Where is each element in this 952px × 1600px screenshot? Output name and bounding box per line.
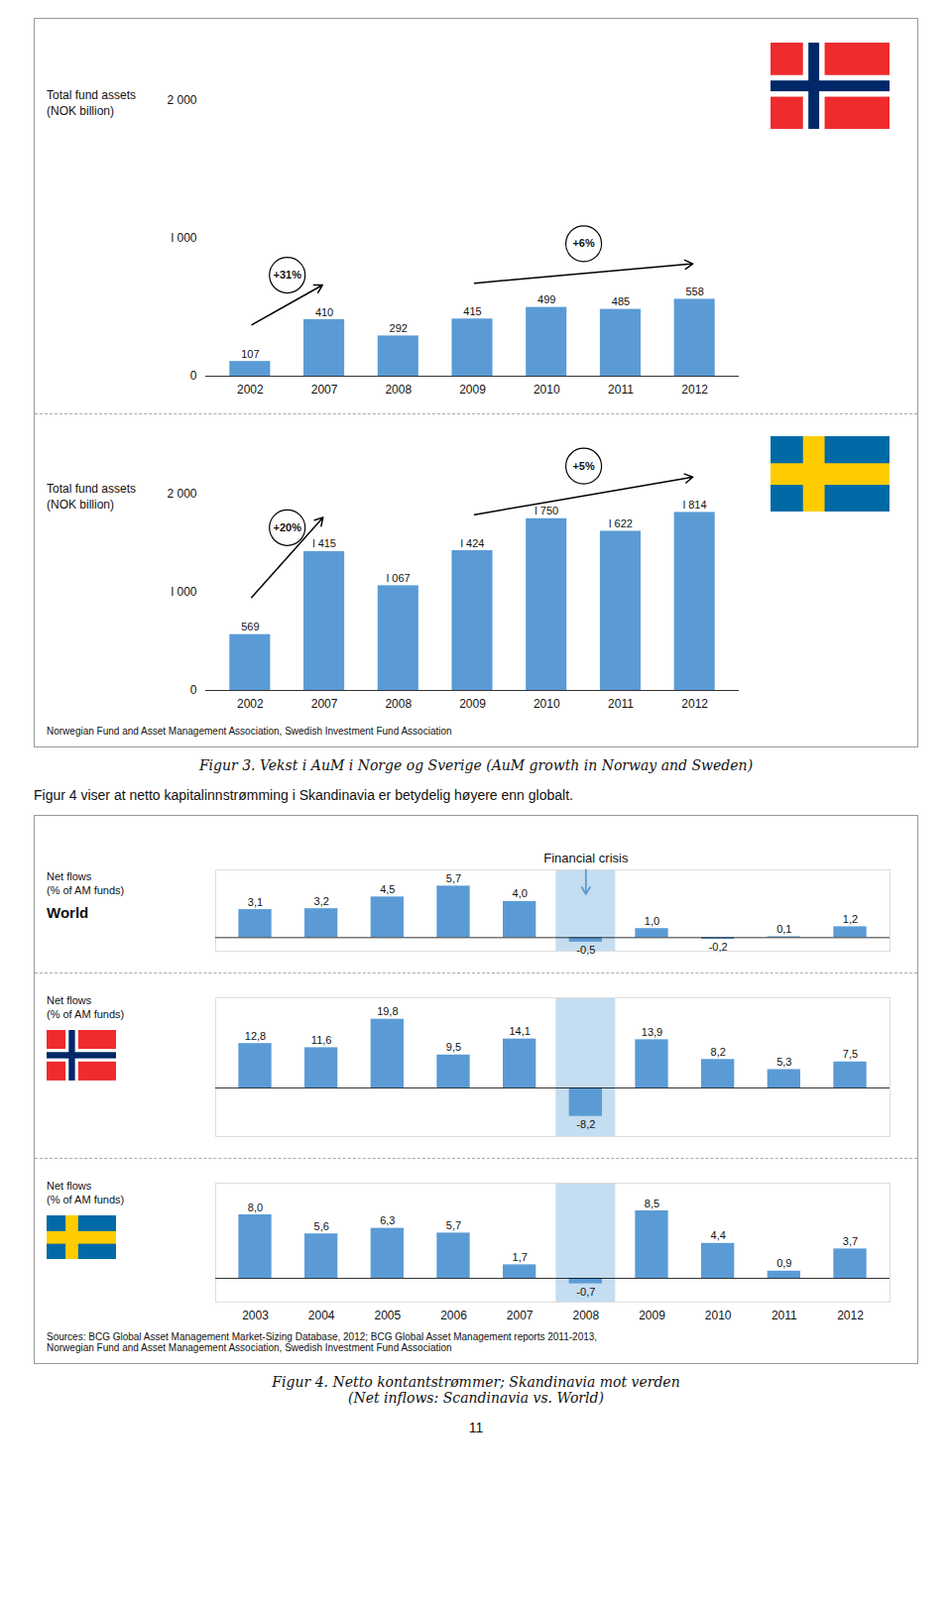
svg-text:2 000: 2 000 — [166, 486, 197, 501]
svg-text:3,1: 3,1 — [247, 896, 263, 909]
svg-text:1,0: 1,0 — [644, 915, 660, 928]
svg-text:+5%: +5% — [572, 460, 595, 473]
svg-text:2 000: 2 000 — [166, 93, 197, 108]
svg-text:l 750: l 750 — [534, 504, 559, 517]
html-text:Figur 3. Vekst i AuM i Norge o: Figur 3. Vekst i AuM i Norge og Sverige … — [199, 757, 753, 774]
svg-text:l 424: l 424 — [461, 537, 485, 550]
svg-text:2009: 2009 — [459, 697, 486, 712]
svg-text:4,0: 4,0 — [512, 887, 528, 900]
svg-text:558: 558 — [685, 285, 704, 298]
svg-text:11,6: 11,6 — [311, 1034, 333, 1047]
svg-text:2009: 2009 — [459, 382, 486, 397]
svg-text:l 415: l 415 — [312, 537, 337, 550]
svg-text:-0,7: -0,7 — [576, 1286, 595, 1299]
svg-text:l 622: l 622 — [608, 517, 633, 530]
svg-text:l 000: l 000 — [170, 231, 197, 245]
svg-text:2012: 2012 — [836, 1309, 864, 1323]
svg-text:4,5: 4,5 — [379, 883, 395, 896]
svg-text:4,4: 4,4 — [711, 1229, 726, 1242]
svg-text:8,5: 8,5 — [644, 1197, 660, 1210]
svg-text:5,7: 5,7 — [446, 872, 462, 885]
svg-text:+31%: +31% — [272, 268, 302, 281]
svg-text:+20%: +20% — [272, 521, 302, 534]
html-text:Figur 4. Netto kontantstrømmer: Figur 4. Netto kontantstrømmer; Skandina… — [272, 1374, 680, 1391]
svg-text:2009: 2009 — [638, 1309, 666, 1323]
svg-text:107: 107 — [240, 348, 259, 360]
svg-text:12,8: 12,8 — [244, 1030, 266, 1043]
svg-text:2005: 2005 — [373, 1309, 401, 1323]
svg-text:485: 485 — [611, 295, 630, 308]
html-text:Norwegian Fund and Asset Manag: Norwegian Fund and Asset Management Asso… — [46, 1342, 452, 1354]
svg-text:2012: 2012 — [681, 697, 709, 712]
svg-text:569: 569 — [240, 620, 259, 633]
svg-text:2007: 2007 — [311, 382, 339, 397]
svg-text:6,3: 6,3 — [379, 1214, 395, 1227]
html-text:Total fund assets (NOK billion: Total fund assets (NOK billion) — [46, 481, 136, 512]
svg-text:7,5: 7,5 — [842, 1048, 858, 1061]
svg-text:2002: 2002 — [237, 382, 264, 397]
svg-text:l 067: l 067 — [386, 572, 411, 585]
svg-text:2007: 2007 — [506, 1309, 534, 1323]
svg-text:2007: 2007 — [311, 697, 339, 712]
svg-text:0,9: 0,9 — [776, 1257, 792, 1270]
html-text:(Net inflows: Scandinavia vs.: (Net inflows: Scandinavia vs. World) — [348, 1390, 604, 1407]
html-text:Total fund assets (NOK billion: Total fund assets (NOK billion) — [46, 88, 136, 118]
svg-text:2003: 2003 — [241, 1309, 269, 1323]
svg-text:499: 499 — [537, 293, 556, 306]
svg-text:2010: 2010 — [533, 382, 561, 397]
svg-text:415: 415 — [463, 305, 481, 318]
svg-text:0,1: 0,1 — [776, 923, 792, 936]
svg-text:3,7: 3,7 — [842, 1235, 858, 1248]
svg-text:2004: 2004 — [308, 1309, 336, 1323]
svg-text:13,9: 13,9 — [641, 1026, 663, 1039]
svg-text:+6%: +6% — [572, 237, 595, 249]
svg-text:1,2: 1,2 — [842, 913, 858, 926]
svg-text:2010: 2010 — [705, 1309, 732, 1323]
svg-text:8,2: 8,2 — [711, 1046, 726, 1059]
svg-text:5,3: 5,3 — [776, 1056, 792, 1069]
svg-text:-8,2: -8,2 — [576, 1118, 595, 1131]
html-text:11: 11 — [468, 1420, 484, 1436]
svg-text:2012: 2012 — [681, 382, 709, 397]
svg-text:2011: 2011 — [607, 382, 634, 397]
svg-text:2010: 2010 — [533, 697, 561, 712]
svg-text:292: 292 — [389, 322, 408, 335]
svg-text:l 000: l 000 — [170, 585, 197, 599]
svg-text:14,1: 14,1 — [508, 1025, 530, 1038]
html-text:Net flows (% of AM funds): Net flows (% of AM funds) — [46, 994, 125, 1021]
svg-text:2008: 2008 — [384, 382, 412, 397]
svg-text:3,2: 3,2 — [314, 895, 330, 908]
svg-text:2008: 2008 — [572, 1309, 599, 1323]
html-text:Net flows (% of AM funds): Net flows (% of AM funds) — [46, 870, 125, 897]
svg-text:5,7: 5,7 — [446, 1219, 462, 1232]
svg-text:-0,5: -0,5 — [576, 944, 595, 956]
svg-text:1,7: 1,7 — [512, 1251, 528, 1264]
svg-text:-0,2: -0,2 — [709, 941, 728, 953]
html-text:World: World — [46, 904, 89, 921]
svg-text:410: 410 — [315, 306, 334, 319]
svg-text:2011: 2011 — [607, 697, 634, 712]
svg-text:5,6: 5,6 — [314, 1220, 330, 1233]
html-text:Sources: BCG Global Asset Mana: Sources: BCG Global Asset Management Mar… — [46, 1331, 598, 1343]
svg-text:2011: 2011 — [771, 1309, 798, 1323]
html-text:Net flows (% of AM funds): Net flows (% of AM funds) — [46, 1180, 125, 1207]
svg-text:0: 0 — [190, 368, 198, 383]
svg-text:Financial crisis: Financial crisis — [543, 850, 629, 866]
svg-text:2002: 2002 — [237, 697, 264, 712]
svg-text:2008: 2008 — [384, 697, 412, 712]
svg-text:0: 0 — [190, 683, 198, 698]
svg-text:2006: 2006 — [440, 1309, 468, 1323]
svg-text:l 814: l 814 — [683, 498, 708, 511]
svg-text:19,8: 19,8 — [376, 1005, 398, 1018]
html-text:Figur 4 viser at netto kapital: Figur 4 viser at netto kapitalinnstrømmi… — [33, 787, 574, 804]
svg-text:8,0: 8,0 — [247, 1201, 263, 1214]
html-text:Norwegian Fund and Asset Manag: Norwegian Fund and Asset Management Asso… — [46, 725, 452, 737]
svg-text:9,5: 9,5 — [446, 1041, 462, 1054]
